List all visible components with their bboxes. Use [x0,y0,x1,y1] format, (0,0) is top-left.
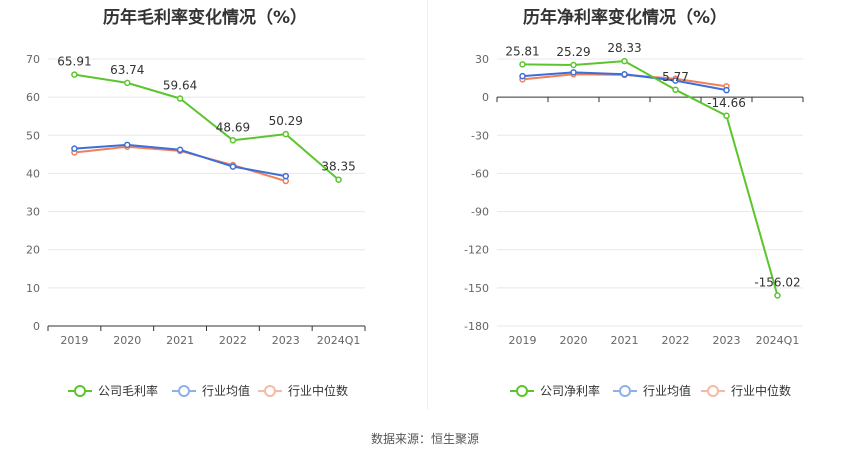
company-data-point [176,95,184,102]
x-tick-label: 2022 [662,334,690,347]
legend-marker-icon [619,385,631,397]
x-tick-label: 2019 [509,334,537,347]
y-tick-label: 50 [26,129,40,142]
industry-avg-data-point [672,77,679,84]
company-data-point [335,176,342,183]
y-tick-label: 10 [26,282,40,295]
y-tick-label: 30 [26,206,40,219]
y-tick-label: 0 [33,320,40,333]
industry-avg-data-point [621,71,628,78]
legend-marker-icon [516,385,528,397]
company-data-point [124,79,131,87]
y-tick-label: -90 [471,206,489,219]
x-tick-label: 2020 [560,334,588,347]
panel-divider [427,0,428,410]
y-tick-label: 40 [26,167,40,180]
company-data-label: 48.69 [216,120,250,134]
company-series-line [74,73,340,181]
net-margin-chart: 30 0 -30 -60 -90 -120 -150 -180 2019 2020 2021 2022… [464,41,804,398]
x-tick-label: 2021 [611,334,639,347]
legend-label: 行业均值 [643,383,691,398]
legend-label: 公司净利率 [540,383,600,398]
y-tick-label: -30 [471,129,489,142]
company-data-point [621,57,628,65]
y-tick-label: 0 [482,91,489,104]
company-data-point [282,130,289,138]
gross-margin-chart: 0 10 20 30 40 50 60 70 2019 2020 2021 2022 2023 2024Q… [26,53,366,398]
x-tick-label: 2023 [272,334,300,347]
legend-marker-icon [178,385,190,397]
legend-label: 公司毛利率 [98,383,158,398]
legend-item-company: 公司净利率 [510,383,600,398]
data-source-note: 数据来源：恒生聚源 [370,432,479,446]
y-tick-label: -60 [471,167,489,180]
company-data-point [570,61,577,69]
y-tick-label: -120 [464,244,489,257]
company-data-point [723,112,730,120]
legend-item-industry-median: 行业中位数 [258,383,348,398]
company-data-label: 59.64 [163,79,197,93]
legend-marker-icon [707,385,719,397]
x-tick-label: 2019 [60,334,88,347]
y-tick-label: 30 [475,53,489,66]
legend-label: 行业均值 [202,383,250,398]
industry-avg-data-point [723,86,730,94]
company-series-line [522,60,779,296]
x-tick-label: 2024Q1 [756,334,800,347]
company-data-point [71,71,78,78]
company-data-label: 63.74 [110,63,144,77]
company-data-label: 25.81 [505,44,539,58]
industry-avg-data-point [176,146,184,154]
y-tick-label: 60 [26,91,40,104]
industry-avg-data-point [124,141,131,149]
company-data-label: -156.02 [754,276,800,290]
company-data-label: 25.29 [556,45,590,59]
company-data-point [229,137,237,144]
legend-item-industry-median: 行业中位数 [701,383,791,398]
x-tick-label: 2024Q1 [317,334,361,347]
net-margin-chart-title: 历年净利率变化情况（%） [522,8,728,28]
legend-marker-icon [74,385,86,397]
legend-marker-icon [264,385,276,397]
y-tick-label: -150 [464,282,489,295]
legend-label: 行业中位数 [731,383,791,398]
company-data-label: 28.33 [607,41,641,55]
x-tick-label: 2023 [713,334,741,347]
industry-avg-data-point [229,163,237,170]
gross-margin-chart-title: 历年毛利率变化情况（%） [102,8,308,28]
x-tick-label: 2021 [166,334,194,347]
industry-avg-data-point [282,172,289,180]
y-tick-label: -180 [464,320,489,333]
industry-avg-data-point [71,145,78,152]
industry-avg-data-point [519,72,526,80]
company-data-label: -14.66 [707,96,746,110]
company-data-label: 65.91 [57,55,91,69]
legend-item-industry-avg: 行业均值 [613,383,691,398]
company-data-point [672,86,679,94]
legend-item-industry-avg: 行业均值 [172,383,250,398]
company-data-label: 38.35 [321,160,355,174]
company-data-label: 50.29 [269,114,303,128]
company-data-point [774,292,781,299]
company-data-point [519,61,526,68]
x-tick-label: 2020 [113,334,141,347]
legend-label: 行业中位数 [288,383,348,398]
y-tick-label: 70 [26,53,40,66]
x-tick-label: 2022 [219,334,247,347]
legend-item-company: 公司毛利率 [68,383,158,398]
company-data-label: 5.77 [662,70,689,84]
y-tick-label: 20 [26,244,40,257]
industry-avg-data-point [570,69,577,76]
